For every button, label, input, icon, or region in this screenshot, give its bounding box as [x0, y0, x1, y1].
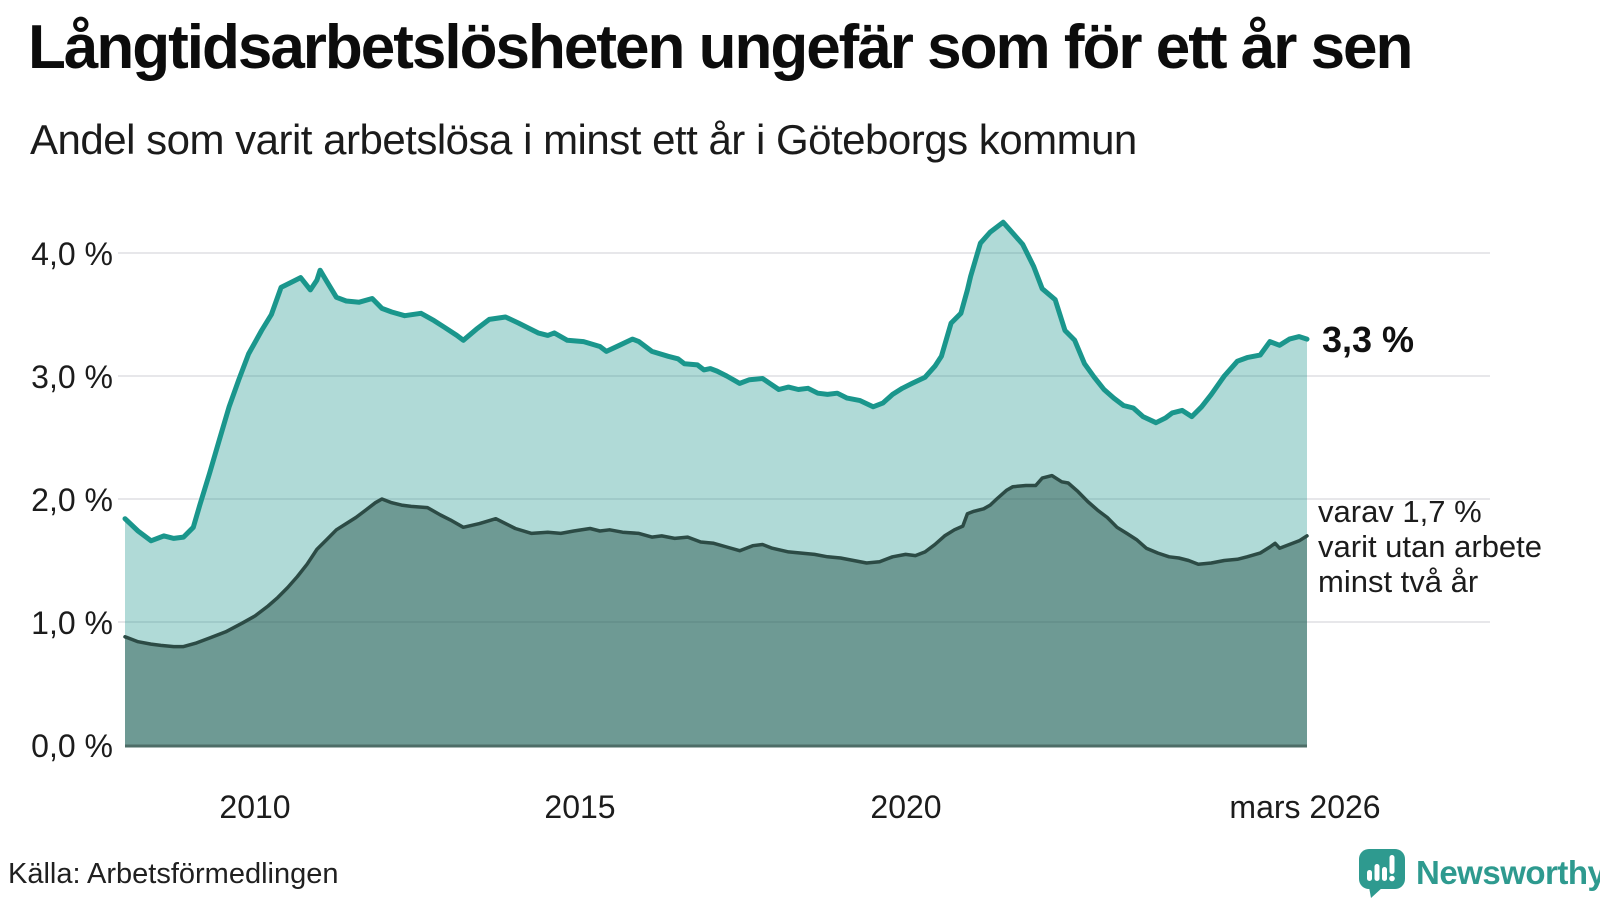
secondary-value-label-line1: varav 1,7 %	[1318, 494, 1482, 529]
secondary-value-label-line3: minst två år	[1318, 564, 1478, 599]
y-tick-label: 0,0 %	[31, 728, 113, 764]
newsworthy-logo-text: Newsworthy	[1416, 854, 1600, 891]
area-fill-two-years	[125, 475, 1307, 745]
page-title: Långtidsarbetslösheten ungefär som för e…	[28, 13, 1413, 82]
newsworthy-logo: Newsworthy	[1358, 848, 1600, 898]
x-tick-label: 2010	[219, 789, 290, 825]
x-tick-label: mars 2026	[1229, 789, 1380, 825]
y-tick-label: 1,0 %	[31, 605, 113, 641]
area-fill-one-year	[125, 222, 1307, 746]
source-note: Källa: Arbetsförmedlingen	[8, 858, 339, 890]
line-one-year	[122, 219, 1310, 544]
latest-value-label: 3,3 %	[1322, 319, 1414, 360]
x-tick-label: 2020	[870, 789, 941, 825]
line-two-years	[123, 473, 1309, 649]
y-tick-label: 2,0 %	[31, 482, 113, 518]
exclamation-dot	[1389, 875, 1395, 882]
exclamation-glyph	[1389, 855, 1395, 874]
y-tick-label: 3,0 %	[31, 359, 113, 395]
x-tick-label: 2015	[544, 789, 615, 825]
speech-bubble-tail	[1369, 887, 1383, 898]
page-subtitle: Andel som varit arbetslösa i minst ett å…	[30, 116, 1137, 163]
newsworthy-logo-icon	[1359, 849, 1405, 898]
y-tick-label: 4,0 %	[31, 236, 113, 272]
bar-chart-glyph	[1367, 870, 1372, 881]
gridlines	[118, 252, 1490, 623]
bar-chart-glyph	[1374, 864, 1380, 881]
secondary-value-label-line2: varit utan arbete	[1318, 529, 1542, 564]
bar-chart-glyph	[1382, 867, 1387, 881]
area-chart: 0,0 % 1,0 % 2,0 % 3,0 % 4,0 % 2010 2015 …	[31, 219, 1542, 825]
